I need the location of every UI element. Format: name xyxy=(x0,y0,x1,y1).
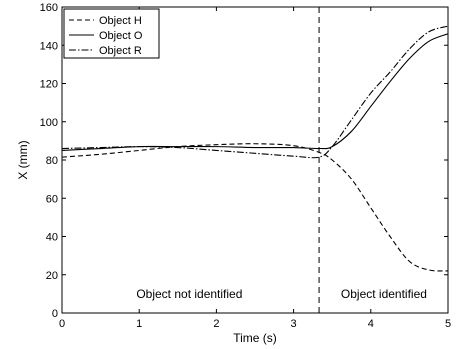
y-axis-label: X (mm) xyxy=(16,140,30,179)
y-tick-label: 60 xyxy=(46,193,58,205)
legend-label-object-h: Object H xyxy=(99,15,142,27)
y-tick-label: 100 xyxy=(40,117,58,129)
plot-frame xyxy=(61,6,449,314)
y-tick-label: 0 xyxy=(52,308,58,320)
series-line-object-r xyxy=(61,25,449,159)
legend-label-object-o: Object O xyxy=(99,30,143,42)
legend-box xyxy=(63,8,160,59)
y-tick-label: 40 xyxy=(46,232,58,244)
y-tick-label: 80 xyxy=(46,155,58,167)
annotation-not-identified: Object not identified xyxy=(136,287,242,301)
x-axis-label: Time (s) xyxy=(233,331,277,345)
x-tick-label: 5 xyxy=(445,318,451,330)
legend-label-object-r: Object R xyxy=(99,45,142,57)
x-tick-label: 1 xyxy=(136,318,142,330)
y-tick-label: 160 xyxy=(40,2,58,14)
x-tick-label: 0 xyxy=(59,318,65,330)
y-tick-label: 140 xyxy=(40,40,58,52)
x-tick-label: 3 xyxy=(291,318,297,330)
annotation-identified: Object identified xyxy=(341,287,427,301)
axes-layer: 0 1 2 3 4 5 0 20 40 60 80 100 120 140 160 xyxy=(40,2,451,330)
y-tick-label: 20 xyxy=(46,270,58,282)
legend: Object H Object O Object R xyxy=(63,8,160,59)
y-tick-label: 120 xyxy=(40,79,58,91)
x-tick-label: 2 xyxy=(213,318,219,330)
x-tick-label: 4 xyxy=(368,318,374,330)
